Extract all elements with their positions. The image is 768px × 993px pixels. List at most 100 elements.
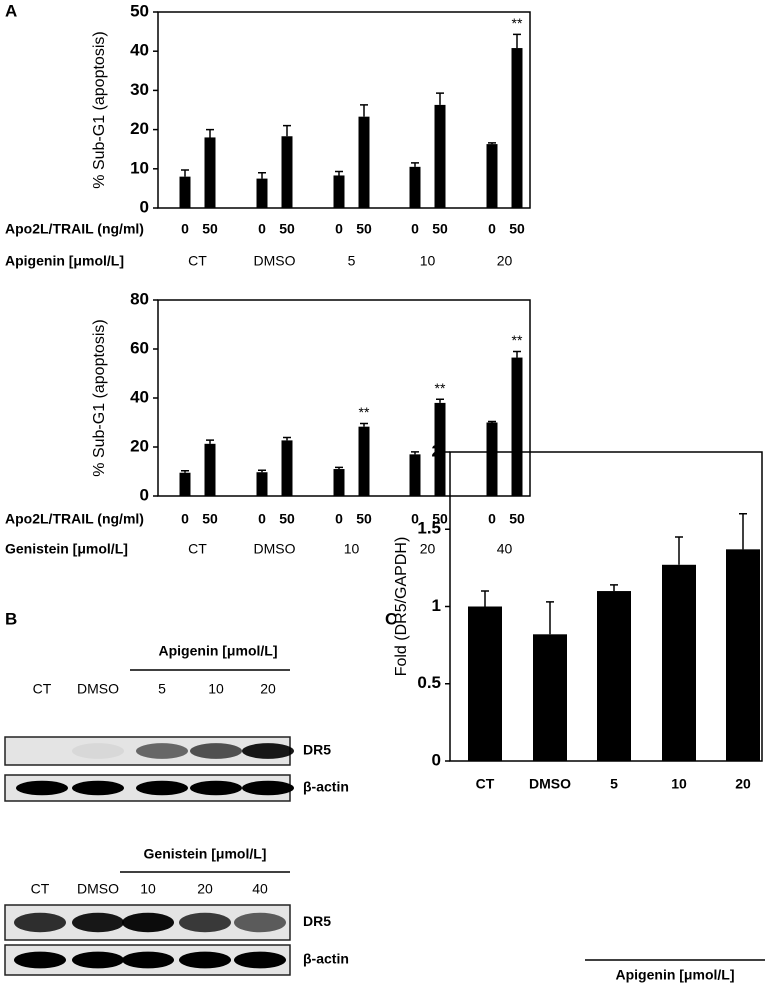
lane-label: 20 [197,881,213,897]
blot-band [72,912,124,933]
y-tick-label: 50 [130,1,149,20]
bar [256,472,268,496]
x-tick-label: 50 [509,221,525,237]
error-bar [181,470,189,473]
x-tick-label: 50 [356,221,372,237]
lane-label: 20 [260,681,276,697]
bar [662,564,696,761]
bar [256,178,268,208]
bar [409,454,421,496]
blot-band [234,951,286,969]
y-tick-label: 10 [130,158,149,177]
significance-label: ** [512,332,523,348]
blot-band [136,780,188,796]
x-tick-label: 50 [279,511,295,527]
group-title: Genistein [μmol/L] [5,541,128,557]
y-axis-label: % Sub-G1 (apoptosis) [91,31,108,188]
group-title: Apigenin [μmol/L] [616,967,735,983]
bar [434,104,446,208]
lane-label: DMSO [77,881,119,897]
blot-band [122,951,174,969]
x-tick-label: 50 [279,221,295,237]
error-bar [488,420,496,423]
error-bar [675,536,683,565]
bar [726,549,760,761]
x-tick-label: DMSO [529,776,571,792]
panel-letter: A [5,1,17,20]
group-label: CT [188,253,207,269]
blot-band [242,743,294,759]
y-tick-label: 30 [130,80,149,99]
bar [511,357,523,496]
bar [533,634,567,761]
blot-band [190,780,242,796]
error-bar [411,451,419,455]
blot-band [179,951,231,969]
error-bar [181,169,189,177]
error-bar [360,104,368,117]
x-tick-label: 50 [202,221,218,237]
x-tick-label: 50 [202,511,218,527]
error-bar [283,436,291,441]
y-tick-label: 40 [130,387,149,406]
x-tick-label: 0 [181,511,189,527]
bar [333,175,345,208]
bar [358,426,370,496]
significance-label: ** [512,15,523,31]
bar [333,469,345,496]
error-bar [283,124,291,137]
x-tick-label: 0 [488,511,496,527]
blot-band [14,912,66,933]
bar [511,48,523,209]
lane-label: 10 [140,881,156,897]
bar [204,137,216,208]
y-tick-label: 2 [432,441,441,460]
panel-letter: C [385,609,397,628]
group-label: CT [188,541,207,557]
group-label: 40 [497,541,513,557]
bar [179,176,191,208]
x-axis-label: Apo2L/TRAIL (ng/ml) [5,511,144,527]
y-tick-label: 0 [140,485,149,504]
bar [486,144,498,208]
row-label: β-actin [303,779,349,795]
error-bar [258,469,266,473]
error-bar [610,584,618,592]
lane-label: CT [31,881,50,897]
group-label: DMSO [254,253,296,269]
x-tick-label: 0 [488,221,496,237]
group-title: Apigenin [μmol/L] [5,253,124,269]
bar [434,402,446,496]
x-tick-label: 20 [735,776,751,792]
error-bar [436,92,444,105]
lane-label: 10 [208,681,224,697]
y-tick-label: 1 [432,596,441,615]
lane-label: 5 [158,681,166,697]
error-bar [258,171,266,179]
x-tick-label: 0 [411,511,419,527]
blot-band [72,780,124,796]
group-label: 10 [420,253,436,269]
error-bar [513,33,521,49]
blot-band [190,743,242,759]
error-bar [360,422,368,427]
group-label: 10 [344,541,360,557]
y-tick-label: 0.5 [417,673,441,692]
error-bar [513,350,521,358]
y-tick-label: 40 [130,41,149,60]
y-axis-label: Fold (DR5/GAPDH) [393,537,410,677]
bar [486,422,498,496]
bar [597,591,631,761]
group-label: 20 [420,541,436,557]
row-label: β-actin [303,951,349,967]
lane-label: 40 [252,881,268,897]
bar [358,116,370,208]
error-bar [335,170,343,176]
blot-band [72,743,124,759]
x-tick-label: 10 [671,776,687,792]
error-bar [739,513,747,550]
bar [281,440,293,496]
y-tick-label: 80 [130,289,149,308]
bar [409,166,421,208]
